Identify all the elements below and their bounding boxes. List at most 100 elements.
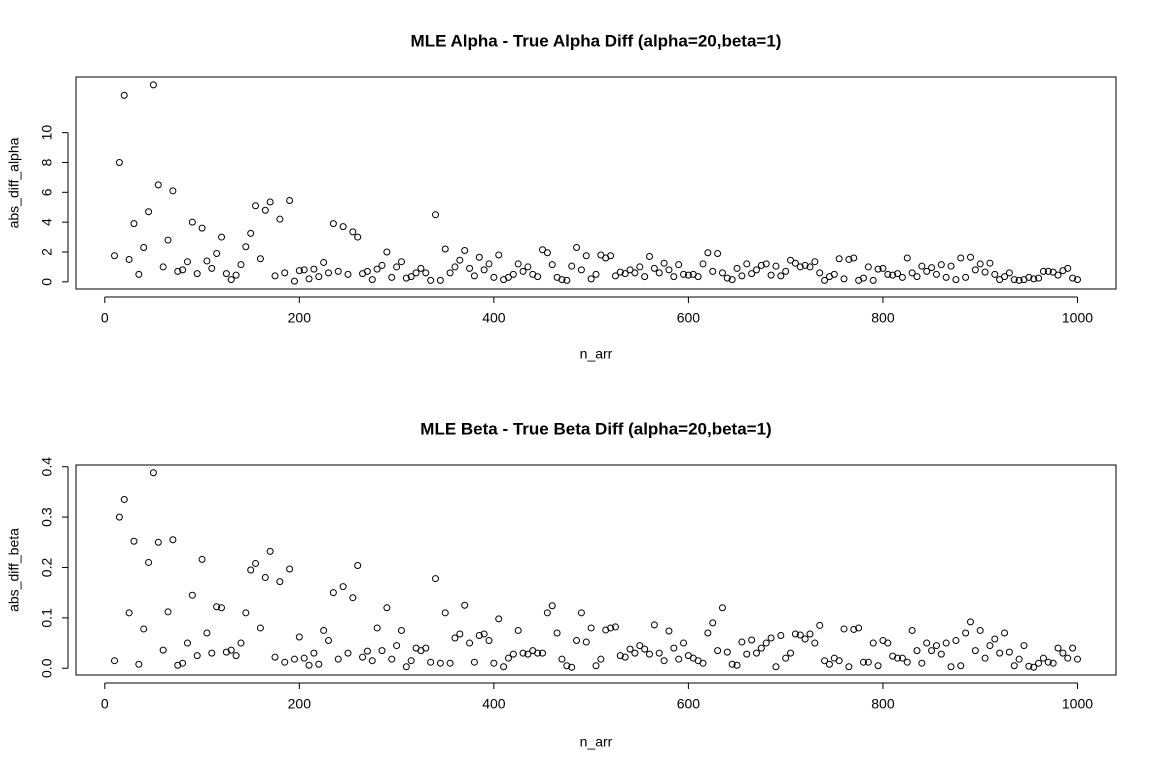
point	[864, 658, 872, 666]
point	[845, 255, 853, 263]
point	[461, 601, 469, 609]
point	[811, 258, 819, 266]
point	[821, 276, 829, 284]
point	[816, 621, 824, 629]
x-tick-label: 1000	[1062, 310, 1093, 326]
point	[942, 273, 950, 281]
point	[641, 273, 649, 281]
point	[329, 220, 337, 228]
point	[752, 649, 760, 657]
point	[164, 236, 172, 244]
point	[577, 266, 585, 274]
point	[728, 660, 736, 668]
point	[383, 248, 391, 256]
point	[908, 626, 916, 634]
point	[509, 650, 517, 658]
point	[393, 642, 401, 650]
point	[898, 273, 906, 281]
point	[714, 249, 722, 257]
point	[495, 251, 503, 259]
point	[334, 267, 342, 275]
point	[782, 267, 790, 275]
point	[485, 260, 493, 268]
point	[310, 265, 318, 273]
point	[981, 654, 989, 662]
point	[748, 270, 756, 278]
point	[1035, 274, 1043, 282]
point	[981, 268, 989, 276]
y-tick-label: 0.4	[39, 457, 55, 477]
point	[539, 649, 547, 657]
point	[835, 255, 843, 263]
point	[850, 254, 858, 262]
point	[237, 639, 245, 647]
point	[592, 662, 600, 670]
point	[777, 631, 785, 639]
point	[120, 495, 128, 503]
point	[286, 565, 294, 573]
point	[1044, 658, 1052, 666]
point	[368, 276, 376, 284]
point	[446, 659, 454, 667]
point	[650, 264, 658, 272]
point	[971, 266, 979, 274]
point	[480, 266, 488, 274]
point	[675, 655, 683, 663]
point	[242, 243, 250, 251]
point	[830, 270, 838, 278]
point	[368, 657, 376, 665]
point	[256, 624, 264, 632]
point	[869, 276, 877, 284]
point	[466, 264, 474, 272]
point	[903, 658, 911, 666]
point	[621, 653, 629, 661]
point	[680, 270, 688, 278]
point	[733, 661, 741, 669]
x-tick-label: 800	[871, 310, 895, 326]
point	[1001, 273, 1009, 281]
point	[918, 659, 926, 667]
point	[966, 253, 974, 261]
point	[767, 271, 775, 279]
point	[266, 547, 274, 555]
point	[806, 263, 814, 271]
point	[276, 215, 284, 223]
point	[252, 559, 260, 567]
point	[859, 274, 867, 282]
point	[446, 269, 454, 277]
point	[1005, 269, 1013, 277]
point	[402, 663, 410, 671]
point	[363, 267, 371, 275]
point	[821, 657, 829, 665]
point	[397, 258, 405, 266]
point	[1010, 662, 1018, 670]
point	[957, 254, 965, 262]
point	[227, 646, 235, 654]
point	[894, 654, 902, 662]
point	[149, 469, 157, 477]
point	[149, 81, 157, 89]
point	[996, 649, 1004, 657]
point	[252, 202, 260, 210]
point	[300, 266, 308, 274]
point	[723, 648, 731, 656]
point	[607, 624, 615, 632]
point	[290, 277, 298, 285]
point	[320, 258, 328, 266]
point	[154, 181, 162, 189]
point	[295, 633, 303, 641]
point	[884, 639, 892, 647]
point	[310, 649, 318, 657]
point	[509, 270, 517, 278]
point	[436, 276, 444, 284]
point	[441, 609, 449, 617]
point	[339, 583, 347, 591]
point	[738, 638, 746, 646]
point	[597, 251, 605, 259]
point	[417, 264, 425, 272]
point	[427, 658, 435, 666]
point	[373, 624, 381, 632]
point	[145, 558, 153, 566]
point	[811, 639, 819, 647]
point	[641, 645, 649, 653]
